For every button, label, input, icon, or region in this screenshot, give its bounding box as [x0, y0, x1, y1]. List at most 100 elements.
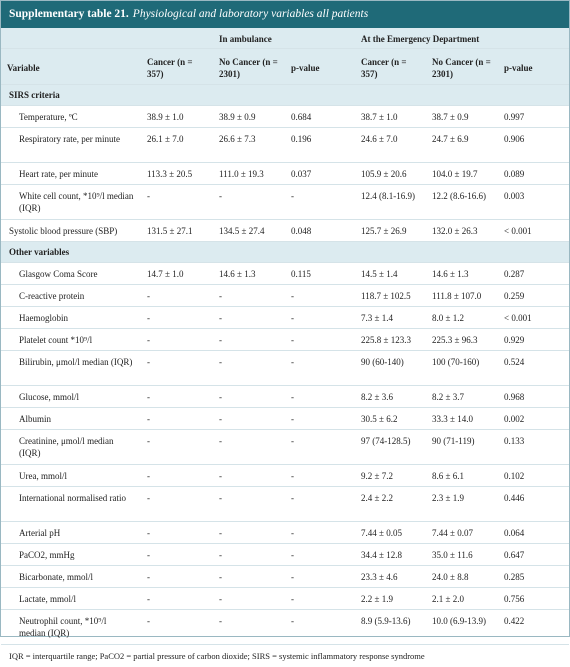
cell: -	[213, 464, 285, 487]
cell: 90 (60-140)	[355, 350, 427, 386]
cell: 0.287	[498, 262, 570, 285]
cell: < 0.001	[498, 306, 570, 329]
cell: 105.9 ± 20.6	[355, 162, 427, 185]
row-label: Glucose, mmol/l	[1, 385, 141, 408]
cell: 0.929	[498, 328, 570, 351]
group-header: In ambulance	[141, 28, 356, 49]
row-label: Neutrophil count, *10⁹/l median (IQR)	[1, 609, 141, 645]
cell: 118.7 ± 102.5	[355, 284, 427, 307]
column-header: No Cancer (n = 2301)	[426, 48, 499, 85]
cell: -	[213, 328, 285, 351]
row-label: Creatinine, μmol/l median (IQR)	[1, 429, 141, 465]
row-label: Albumin	[1, 407, 141, 430]
cell: 2.3 ± 1.9	[426, 486, 499, 522]
cell: -	[213, 565, 285, 588]
cell: 225.8 ± 123.3	[355, 328, 427, 351]
cell: 0.285	[498, 565, 570, 588]
row-label: Arterial pH	[1, 521, 141, 544]
cell: -	[141, 429, 213, 465]
row-label: Bicarbonate, mmol/l	[1, 565, 141, 588]
cell: -	[285, 464, 356, 487]
cell: 0.115	[285, 262, 356, 285]
table-row: Bilirubin, μmol/l median (IQR) - - -90 (60-…	[1, 350, 570, 386]
row-label: Lactate, mmol/l	[1, 587, 141, 610]
cell: 2.1 ± 2.0	[426, 587, 499, 610]
cell: -	[213, 284, 285, 307]
cell: 8.2 ± 3.7	[426, 385, 499, 408]
row-label: Haemoglobin	[1, 306, 141, 329]
cell: 8.0 ± 1.2	[426, 306, 499, 329]
group-header-row: In ambulance At the Emergency Department	[1, 28, 570, 49]
table-row: Temperature, ºC 38.9 ± 1.0 38.9 ± 0.9 0.684…	[1, 105, 570, 128]
cell: 38.7 ± 1.0	[355, 105, 427, 128]
footnote: IQR = interquartile range; PaCO2 = parti…	[9, 651, 425, 661]
cell: < 0.001	[498, 219, 570, 242]
cell: -	[141, 609, 213, 645]
cell: -	[141, 328, 213, 351]
cell: -	[141, 184, 213, 220]
cell: 35.0 ± 11.6	[426, 543, 499, 566]
cell: 34.4 ± 12.8	[355, 543, 427, 566]
cell: 7.3 ± 1.4	[355, 306, 427, 329]
column-header: No Cancer (n = 2301)	[213, 48, 285, 85]
cell: 0.133	[498, 429, 570, 465]
cell: -	[285, 543, 356, 566]
cell: 2.4 ± 2.2	[355, 486, 427, 522]
row-label: Heart rate, per minute	[1, 162, 141, 185]
cell: -	[285, 385, 356, 408]
column-header: Cancer (n = 357)	[141, 48, 213, 85]
cell: -	[285, 429, 356, 465]
cell: -	[213, 306, 285, 329]
row-label: C-reactive protein	[1, 284, 141, 307]
section-title: SIRS criteria	[1, 84, 570, 106]
cell: 0.048	[285, 219, 356, 242]
cell: -	[141, 284, 213, 307]
section-row: SIRS criteria	[1, 84, 570, 106]
cell: 0.259	[498, 284, 570, 307]
table-row: White cell count, *10⁹/l median (IQR) - - -…	[1, 184, 570, 220]
cell: -	[285, 521, 356, 544]
cell: 7.44 ± 0.07	[426, 521, 499, 544]
cell: -	[285, 350, 356, 386]
cell: 14.5 ± 1.4	[355, 262, 427, 285]
row-label: Respiratory rate, per minute	[1, 127, 141, 163]
row-label: Bilirubin, μmol/l median (IQR)	[1, 350, 141, 386]
table-row: Urea, mmol/l - - -9.2 ± 7.2 8.6 ± 6.1 0.102	[1, 464, 570, 487]
table-row: Creatinine, μmol/l median (IQR) - - -97 (74…	[1, 429, 570, 465]
cell: -	[213, 184, 285, 220]
cell: -	[285, 306, 356, 329]
empty-cell	[1, 28, 141, 49]
row-label: Temperature, ºC	[1, 105, 141, 128]
cell: 0.968	[498, 385, 570, 408]
cell: 134.5 ± 27.4	[213, 219, 285, 242]
cell: -	[285, 565, 356, 588]
cell: 8.2 ± 3.6	[355, 385, 427, 408]
column-header: Cancer (n = 357)	[355, 48, 427, 85]
cell: -	[285, 609, 356, 645]
cell: 0.756	[498, 587, 570, 610]
cell: 0.997	[498, 105, 570, 128]
table-row: Bicarbonate, mmol/l - - -23.3 ± 4.6 24.0 ± 8…	[1, 565, 570, 588]
section-row: Other variables	[1, 241, 570, 263]
cell: 14.6 ± 1.3	[213, 262, 285, 285]
cell: 30.5 ± 6.2	[355, 407, 427, 430]
cell: 24.6 ± 7.0	[355, 127, 427, 163]
cell: 131.5 ± 27.1	[141, 219, 213, 242]
table-row: PaCO2, mmHg - - -34.4 ± 12.8 35.0 ± 11.6 0.64…	[1, 543, 570, 566]
row-label: White cell count, *10⁹/l median (IQR)	[1, 184, 141, 220]
cell: 12.2 (8.6-16.6)	[426, 184, 499, 220]
cell: 23.3 ± 4.6	[355, 565, 427, 588]
row-label: Urea, mmol/l	[1, 464, 141, 487]
cell: -	[285, 587, 356, 610]
cell: 111.0 ± 19.3	[213, 162, 285, 185]
cell: -	[213, 350, 285, 386]
row-label: Platelet count *10⁹/l	[1, 328, 141, 351]
cell: 12.4 (8.1-16.9)	[355, 184, 427, 220]
cell: -	[141, 565, 213, 588]
cell: 90 (71-119)	[426, 429, 499, 465]
table-label: Supplementary table 21.	[9, 8, 129, 20]
cell: -	[285, 328, 356, 351]
cell: 38.7 ± 0.9	[426, 105, 499, 128]
